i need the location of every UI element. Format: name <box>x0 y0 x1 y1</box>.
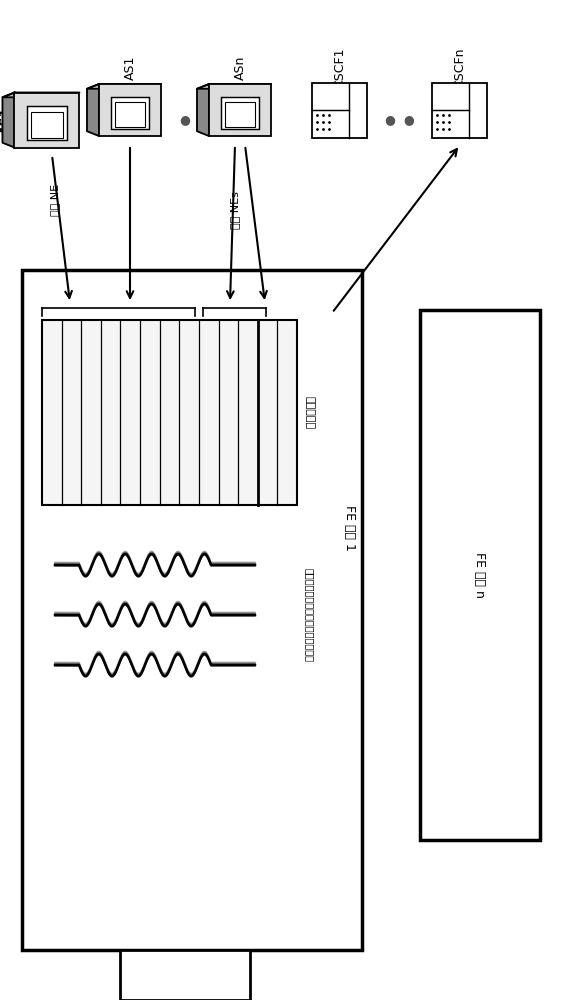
Polygon shape <box>197 84 209 136</box>
Text: ASn: ASn <box>233 56 246 80</box>
Bar <box>99 84 161 136</box>
Text: FE 机戟 1: FE 机戟 1 <box>343 505 356 551</box>
Bar <box>120 950 250 1000</box>
Polygon shape <box>2 93 80 97</box>
Text: 排队上下文: 排队上下文 <box>304 396 314 429</box>
Bar <box>221 97 259 129</box>
Bar <box>312 83 367 137</box>
Text: AS1: AS1 <box>123 56 136 80</box>
Polygon shape <box>197 84 271 89</box>
Text: FE 机戟 n: FE 机戟 n <box>473 552 486 598</box>
Bar <box>115 102 145 127</box>
Text: ●  ●: ● ● <box>385 113 415 126</box>
Text: AS1: AS1 <box>0 106 11 134</box>
Bar <box>22 270 362 950</box>
Bar <box>420 310 540 840</box>
Text: CSCF1: CSCF1 <box>333 48 347 88</box>
Bar <box>225 102 255 127</box>
Bar <box>111 97 149 129</box>
Polygon shape <box>87 84 161 89</box>
Bar <box>42 320 297 505</box>
Text: 共享 NEs: 共享 NEs <box>230 191 240 229</box>
Text: 用户使用资源限制用户的下行上下文: 用户使用资源限制用户的下行上下文 <box>304 568 314 662</box>
Bar <box>433 83 488 137</box>
Polygon shape <box>2 93 15 147</box>
Bar <box>31 112 63 138</box>
Bar <box>15 93 80 147</box>
Bar <box>209 84 271 136</box>
Polygon shape <box>87 84 99 136</box>
Text: CSCFn: CSCFn <box>453 48 467 88</box>
Text: ●  ●: ● ● <box>180 113 210 126</box>
Text: 回路 NE: 回路 NE <box>50 184 60 216</box>
Bar <box>27 106 67 140</box>
